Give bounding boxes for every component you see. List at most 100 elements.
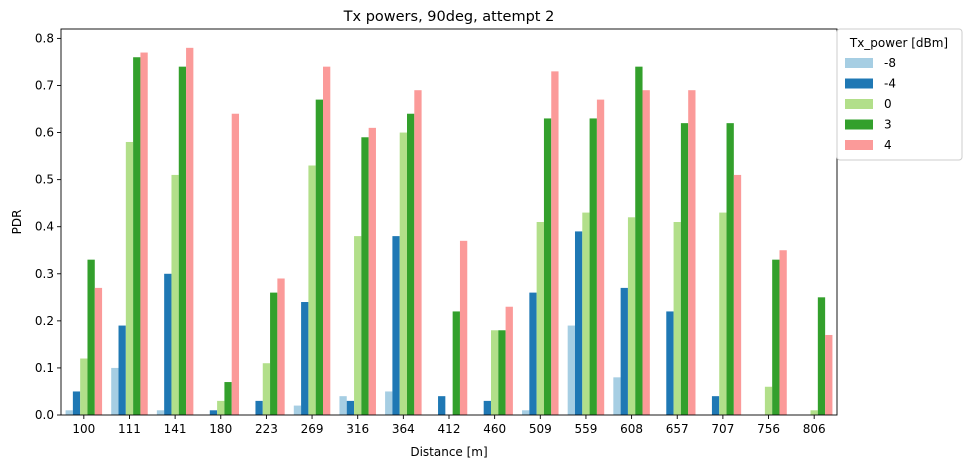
bar-111-series-0	[125, 141, 134, 416]
bar-141-series--8	[156, 410, 165, 415]
bar-223-series-4	[277, 278, 285, 415]
y-tick-label: 0.5	[35, 173, 54, 187]
bar-141-series-0	[171, 174, 179, 415]
bar-460-series--4	[483, 400, 491, 415]
bar-269-series-0	[308, 165, 316, 415]
bar-269-series-4	[323, 66, 331, 415]
legend-label-0: 0	[884, 97, 892, 111]
bar-111-series-4	[140, 52, 148, 415]
bar-509-series--8	[522, 410, 530, 415]
legend-label-3: 3	[884, 118, 892, 132]
bar-707-series--4	[711, 396, 720, 415]
x-axis-label: Distance [m]	[410, 445, 487, 459]
x-ticks: 100 111 141 180 223 269 316 364 412 460 509 559 608 6…	[72, 415, 826, 436]
legend-swatch-4	[845, 140, 873, 150]
bar-559-series-4	[596, 99, 605, 416]
chart-title: Tx powers, 90deg, attempt 2	[343, 9, 555, 25]
legend-swatch--8	[845, 58, 873, 68]
bar-111-series--4	[118, 325, 126, 415]
x-tick-label: 269	[301, 422, 324, 436]
y-tick-label: 0.0	[35, 408, 54, 422]
x-tick-label: 412	[438, 422, 461, 436]
legend-label--8: -8	[884, 56, 896, 70]
bar-608-series--8	[613, 377, 621, 415]
bar-316-series--4	[346, 400, 355, 415]
bar-657-series-0	[673, 222, 681, 415]
bar-509-series--4	[529, 292, 537, 415]
x-tick-label: 100	[72, 422, 95, 436]
bar-364-series--8	[385, 391, 393, 415]
legend-swatch-3	[845, 119, 873, 130]
bar-180-series-4	[231, 113, 240, 415]
bar-412-series--4	[438, 396, 446, 415]
bar-100-series-0	[80, 358, 88, 415]
bar-180-series--4	[209, 410, 218, 415]
bar-364-series-3	[407, 113, 415, 415]
bar-412-series-3	[452, 311, 460, 415]
bar-141-series-4	[186, 47, 194, 415]
bar-707-series-3	[726, 123, 734, 416]
bar-223-series--4	[255, 400, 263, 415]
bar-141-series-3	[178, 66, 187, 415]
bar-223-series-0	[262, 363, 271, 415]
bar-180-series-0	[217, 400, 225, 415]
x-tick-label: 756	[757, 422, 780, 436]
bar-316-series-0	[354, 236, 362, 415]
legend-swatch--4	[845, 78, 873, 89]
y-tick-label: 0.7	[35, 78, 54, 92]
x-tick-label: 141	[164, 422, 187, 436]
bar-608-series-3	[635, 66, 643, 415]
bar-608-series-0	[627, 217, 636, 415]
legend-title: Tx_power [dBm]	[849, 36, 948, 50]
x-tick-label: 111	[118, 422, 141, 436]
x-tick-label: 559	[574, 422, 597, 436]
bar-111-series--8	[111, 367, 119, 415]
bar-509-series-4	[551, 71, 559, 416]
x-tick-label: 180	[209, 422, 232, 436]
bar-657-series--4	[666, 311, 674, 415]
y-tick-label: 0.4	[35, 220, 54, 234]
bar-707-series-0	[719, 212, 727, 415]
bar-460-series-3	[498, 330, 506, 415]
bar-509-series-0	[536, 222, 544, 415]
bar-559-series-3	[589, 118, 597, 415]
bar-316-series-4	[368, 127, 376, 415]
bar-412-series-4	[459, 240, 468, 415]
bar-756-series-0	[764, 386, 773, 415]
x-tick-label: 223	[255, 422, 278, 436]
bar-269-series--4	[301, 302, 309, 415]
bar-100-series-3	[87, 259, 95, 415]
bar-269-series-3	[315, 99, 324, 416]
y-tick-label: 0.8	[35, 31, 54, 45]
bar-223-series-3	[270, 292, 278, 415]
bar-657-series-3	[680, 123, 689, 416]
bar-756-series-3	[772, 259, 780, 415]
bar-559-series--8	[567, 325, 575, 415]
y-tick-label: 0.1	[35, 361, 54, 375]
bar-364-series-4	[414, 90, 422, 415]
bar-559-series-0	[582, 212, 590, 415]
bar-806-series-4	[825, 334, 833, 415]
bar-141-series--4	[164, 273, 172, 415]
bar-806-series-0	[810, 410, 818, 415]
x-tick-label: 608	[620, 422, 643, 436]
bar-657-series-4	[688, 90, 696, 415]
y-ticks: 0.0 0.1 0.2 0.3 0.4 0.5 0.6 0.7 0.8	[35, 31, 61, 422]
bar-316-series-3	[361, 137, 369, 415]
bar-608-series-4	[642, 90, 650, 415]
bar-756-series-4	[779, 250, 787, 415]
y-tick-label: 0.6	[35, 126, 54, 140]
bar-806-series-3	[817, 297, 826, 415]
bar-608-series--4	[620, 287, 628, 415]
bar-100-series--8	[65, 410, 73, 415]
y-tick-label: 0.2	[35, 314, 54, 328]
bar-559-series--4	[574, 231, 583, 415]
bars-group	[65, 47, 833, 416]
legend-label--4: -4	[884, 77, 896, 91]
bar-100-series--4	[72, 391, 81, 415]
bar-100-series-4	[94, 287, 103, 415]
x-tick-label: 806	[803, 422, 826, 436]
x-tick-label: 460	[483, 422, 506, 436]
x-tick-label: 509	[529, 422, 552, 436]
